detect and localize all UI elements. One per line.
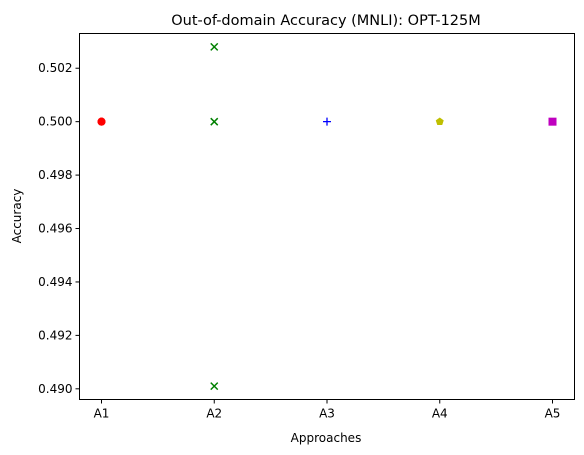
point-a2 bbox=[210, 382, 219, 391]
x-axis: A1 A2 A3 A4 A5 bbox=[94, 399, 561, 421]
y-tick-label: 0.500 bbox=[38, 115, 72, 129]
point-a5 bbox=[548, 117, 557, 126]
y-axis: 0.490 0.492 0.494 0.496 0.498 0.500 0.502 bbox=[38, 61, 80, 396]
x-axis-title: Approaches bbox=[291, 431, 362, 445]
data-points bbox=[97, 42, 557, 391]
y-tick-label: 0.498 bbox=[38, 168, 72, 182]
x-tick-label: A3 bbox=[319, 407, 335, 421]
chart-title: Out-of-domain Accuracy (MNLI): OPT-125M bbox=[171, 13, 481, 29]
y-axis-title: Accuracy bbox=[10, 189, 24, 244]
x-tick-label: A5 bbox=[545, 407, 561, 421]
plot-area bbox=[79, 33, 575, 400]
x-tick-label: A4 bbox=[432, 407, 448, 421]
point-a2 bbox=[210, 117, 219, 126]
point-a1 bbox=[97, 117, 106, 126]
y-tick-label: 0.496 bbox=[38, 222, 72, 236]
y-tick-label: 0.492 bbox=[38, 328, 72, 342]
x-tick-label: A2 bbox=[206, 407, 222, 421]
point-a3 bbox=[323, 117, 331, 126]
point-a2 bbox=[210, 42, 219, 51]
y-tick-label: 0.502 bbox=[38, 61, 72, 75]
y-tick-label: 0.490 bbox=[38, 382, 72, 396]
x-tick-label: A1 bbox=[94, 407, 110, 421]
point-a4 bbox=[435, 117, 444, 126]
y-tick-label: 0.494 bbox=[38, 275, 72, 289]
